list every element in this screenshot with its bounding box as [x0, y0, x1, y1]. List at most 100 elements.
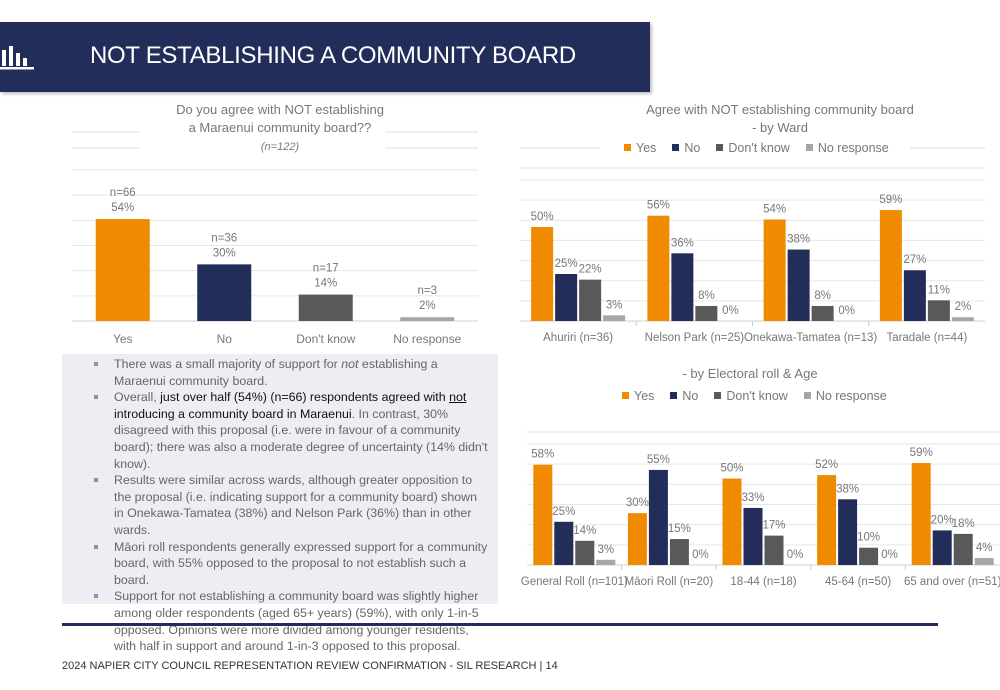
data-label: 30%	[213, 247, 236, 259]
bar-yes	[817, 475, 837, 565]
bar-yes	[627, 513, 647, 565]
bar-no	[648, 469, 668, 565]
legend-item: No	[670, 389, 698, 403]
finding-text: introducing a community board in Maraenu…	[114, 406, 352, 421]
category-label: No	[217, 332, 233, 346]
finding-text: just over half (54%) (n=66) respondents …	[160, 390, 450, 405]
legend-swatch	[622, 392, 629, 399]
legend-label: No response	[815, 389, 887, 403]
data-label: 8%	[698, 290, 715, 302]
category-label: Taradale (n=44)	[886, 332, 967, 344]
category-label: Don't know	[296, 332, 355, 346]
bar-no-response	[974, 558, 994, 565]
bar-no-response	[951, 317, 974, 321]
finding-text: Support for not establishing a community…	[114, 589, 479, 654]
legend-item: No response	[805, 141, 889, 155]
data-label: 59%	[879, 194, 902, 206]
chart2-title-line1: Agree with NOT establishing community bo…	[646, 102, 914, 117]
category-label: 45-64 (n=50)	[825, 576, 891, 588]
data-label: 2%	[419, 300, 436, 312]
legend-label: No	[684, 141, 701, 155]
bar-don-t-know	[927, 300, 950, 321]
data-label: 50%	[531, 211, 554, 223]
count-label: n=3	[417, 285, 437, 297]
finding-text: There was a small majority of support fo…	[114, 357, 342, 371]
legend-item: Don't know	[716, 141, 790, 155]
data-label: 11%	[928, 284, 950, 296]
legend-label: Don't know	[726, 389, 788, 403]
bar-don-t-know	[669, 539, 689, 565]
count-label: n=36	[211, 232, 237, 244]
data-label: 14%	[314, 278, 337, 290]
bar-no-response	[400, 317, 455, 321]
chart2-title: Agree with NOT establishing community bo…	[600, 101, 960, 137]
legend-swatch	[805, 144, 813, 151]
bar-yes	[533, 464, 553, 565]
bar-no	[743, 507, 763, 565]
data-label: 59%	[910, 447, 933, 459]
legend-label: No	[682, 389, 699, 403]
category-label: No response	[393, 332, 461, 346]
bar-don-t-know	[811, 305, 834, 321]
category-label: Onekawa-Tamatea (n=13)	[744, 332, 877, 344]
findings-box: There was a small majority of support fo…	[62, 354, 498, 653]
data-label: 0%	[881, 549, 898, 561]
data-label: 50%	[720, 463, 743, 475]
category-label: 65 and over (n=51)	[904, 576, 1000, 588]
finding-bullet: Support for not establishing a community…	[94, 588, 498, 654]
chart1-title: Do you agree with NOT establishing a Mar…	[150, 101, 410, 156]
bar-don-t-know	[579, 279, 602, 321]
bar-yes	[911, 463, 931, 565]
data-label: 56%	[647, 200, 670, 212]
bar-don-t-know	[695, 305, 718, 321]
data-label: 8%	[814, 290, 831, 302]
data-label: 20%	[931, 514, 954, 526]
category-label: Nelson Park (n=25)	[645, 332, 745, 344]
chart3-title-line1: - by Electoral roll & Age	[682, 366, 818, 381]
data-label: 27%	[903, 254, 926, 266]
legend-label: Don't know	[728, 141, 790, 155]
data-label: 15%	[668, 523, 691, 535]
bar-no	[554, 521, 574, 565]
finding-text: establishing a Maraenui community board.	[114, 357, 438, 388]
finding-bullet: Overall, just over half (54%) (n=66) res…	[94, 389, 498, 472]
bar-yes	[531, 227, 554, 321]
finding-text: not	[449, 390, 467, 405]
footer-rule	[62, 623, 938, 626]
bar-don-t-know	[298, 294, 353, 321]
data-label: 0%	[722, 305, 739, 317]
legend-swatch	[670, 392, 678, 399]
data-label: 0%	[692, 549, 709, 561]
bar-yes	[879, 210, 902, 321]
chart2-title-line2: - by Ward	[752, 120, 808, 135]
bar-no	[903, 270, 926, 321]
bar-no-response	[596, 559, 616, 565]
legend-swatch	[714, 392, 722, 399]
category-label: Yes	[113, 332, 133, 346]
data-label: 54%	[763, 203, 786, 215]
bar-yes	[722, 478, 742, 565]
data-label: 18%	[952, 518, 975, 530]
legend-swatch	[716, 144, 724, 151]
data-label: 10%	[857, 532, 880, 544]
data-label: 52%	[815, 459, 838, 471]
data-label: 33%	[741, 492, 764, 504]
legend-label: Yes	[636, 141, 657, 155]
legend-item: No response	[803, 389, 887, 403]
finding-text: Overall,	[114, 390, 161, 405]
legend-label: Yes	[634, 389, 655, 403]
count-label: n=17	[313, 263, 339, 275]
bar-no	[787, 249, 810, 321]
data-label: 3%	[606, 299, 623, 311]
finding-text: not	[341, 357, 359, 371]
data-label: 25%	[552, 506, 575, 518]
legend-swatch	[624, 144, 631, 151]
chart3-legend: Yes No Don't know No response	[622, 389, 903, 403]
finding-bullet: There was a small majority of support fo…	[94, 356, 498, 389]
title-banner: NOT ESTABLISHING A COMMUNITY BOARD	[0, 22, 650, 92]
finding-bullet: Results were similar across wards, altho…	[94, 472, 498, 538]
bar-no	[932, 530, 952, 565]
legend-swatch	[803, 392, 811, 399]
